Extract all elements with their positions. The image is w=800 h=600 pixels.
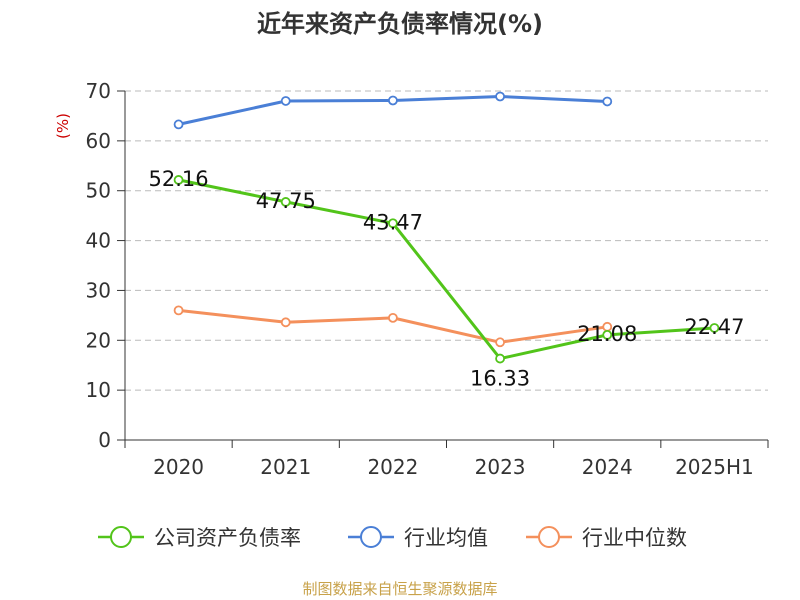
y-tick-label-10: 10 — [86, 378, 111, 402]
series-0-point-2025H1 — [709, 323, 720, 333]
legend-label-1: 行业均值 — [404, 526, 488, 550]
data-label-2025H1: 22.47 — [684, 315, 744, 339]
x-tick-label-2022: 2022 — [367, 455, 418, 479]
series-2-point-2020 — [173, 305, 184, 316]
series-1-point-2022 — [388, 95, 398, 106]
x-tick-label-2020: 2020 — [153, 455, 204, 479]
x-tick-label-2021: 2021 — [260, 455, 311, 479]
series-0-point-2021 — [280, 197, 291, 207]
legend-item-2[interactable]: 行业中位数 — [526, 526, 687, 550]
series-2-point-2021 — [280, 317, 291, 328]
series — [173, 91, 720, 364]
series-2 — [173, 305, 613, 348]
x-tick-label-2025H1: 2025H1 — [675, 455, 754, 479]
series-2-point-2022 — [388, 312, 398, 323]
y-tick-label-30: 30 — [86, 278, 111, 302]
legend-marker-1 — [360, 526, 382, 548]
data-labels: 52.16 47.75 43.47 16.33 21.08 22.47 — [149, 167, 745, 391]
legend-item-1[interactable]: 行业均值 — [348, 526, 488, 550]
series-0-point-2022 — [388, 218, 398, 229]
legend-label-2: 行业中位数 — [582, 526, 687, 550]
series-0-point-2023 — [495, 353, 505, 364]
series-1-point-2024 — [602, 96, 613, 107]
series-1-point-2023 — [495, 91, 505, 102]
data-label-2020: 52.16 — [149, 167, 209, 191]
series-0-point-2024 — [602, 330, 613, 340]
series-2-point-2023 — [495, 337, 505, 348]
data-label-2024: 21.08 — [577, 322, 637, 346]
x-tick-label-2023: 2023 — [475, 455, 526, 479]
legend-marker-0 — [110, 526, 132, 548]
series-0 — [173, 175, 720, 364]
data-label-2022: 43.47 — [363, 210, 423, 234]
data-label-2021: 47.75 — [256, 189, 316, 213]
data-label-2023: 16.33 — [470, 367, 530, 391]
series-1-point-2021 — [280, 96, 291, 106]
y-tick-label-70: 70 — [86, 79, 111, 103]
series-0-point-2020 — [173, 175, 184, 185]
legend[interactable]: 公司资产负债率 行业均值 行业中位数 — [98, 526, 687, 550]
legend-marker-2 — [538, 526, 560, 548]
source-note: 制图数据来自恒生聚源数据库 — [302, 580, 498, 598]
axes: 0 10 20 30 40 50 60 70 2020 2021 2022 2023 2024 2025H… — [86, 79, 769, 479]
y-tick-label-60: 60 — [86, 129, 111, 153]
series-line-0 — [178, 178, 715, 361]
y-tick-label-50: 50 — [86, 179, 111, 203]
gridlines — [125, 90, 768, 391]
series-1 — [173, 91, 613, 130]
chart-title: 近年来资产负债率情况(%) — [257, 10, 543, 38]
legend-item-0[interactable]: 公司资产负债率 — [98, 526, 301, 550]
y-axis-label: (%) — [54, 113, 72, 139]
y-tick-label-20: 20 — [86, 328, 111, 352]
legend-label-0: 公司资产负债率 — [154, 526, 301, 550]
x-tick-label-2024: 2024 — [582, 455, 633, 479]
y-tick-label-40: 40 — [86, 229, 111, 253]
y-tick-label-0: 0 — [98, 428, 111, 452]
series-1-point-2020 — [173, 119, 184, 130]
